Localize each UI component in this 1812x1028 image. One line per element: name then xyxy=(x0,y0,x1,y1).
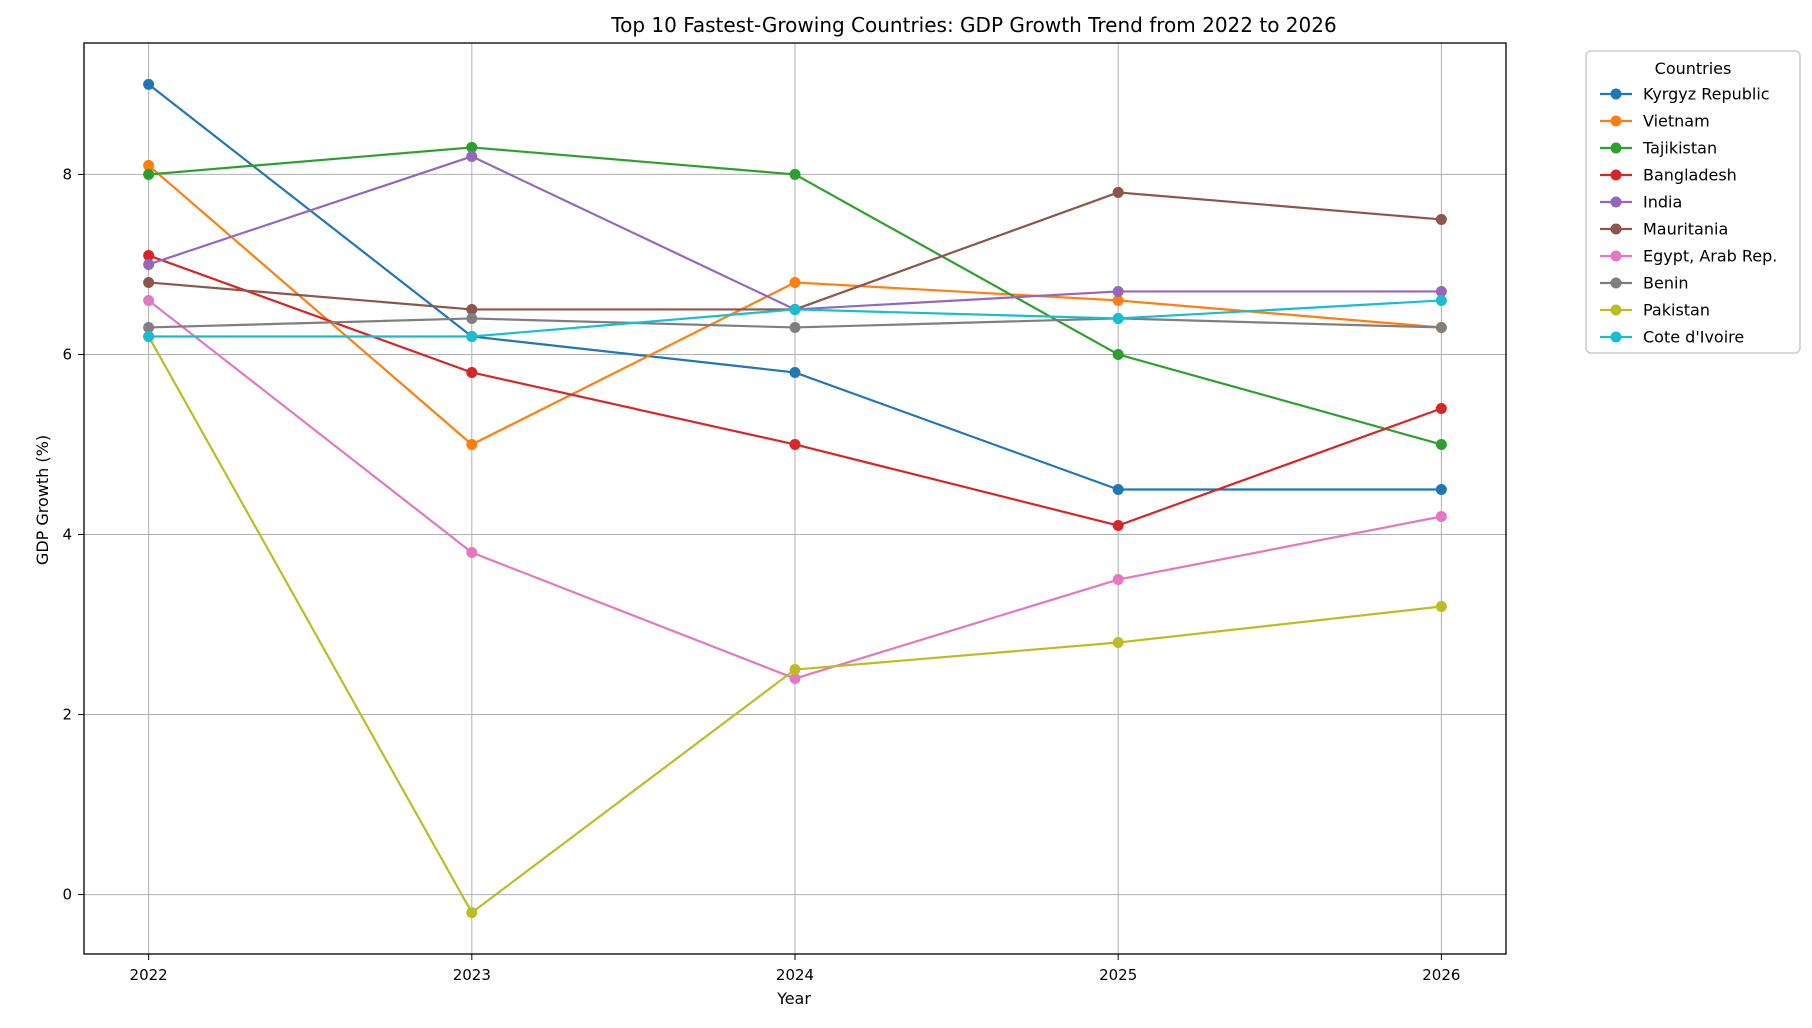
legend-frame xyxy=(1585,50,1801,354)
ticks-layer: 2022 2023 2024 2025 2026 0 2 4 6 8 xyxy=(62,165,1460,984)
data-point xyxy=(143,321,155,333)
data-point xyxy=(1435,213,1447,225)
y-tick-label: 6 xyxy=(62,345,72,363)
data-point xyxy=(143,258,155,270)
x-tick-label: 2024 xyxy=(776,966,814,984)
data-point xyxy=(143,330,155,342)
legend-label: Bangladesh xyxy=(1643,166,1737,185)
data-point xyxy=(466,330,478,342)
data-point xyxy=(789,664,801,676)
legend-label: Mauritania xyxy=(1643,220,1728,239)
x-tick-label: 2026 xyxy=(1422,966,1460,984)
y-tick-label: 8 xyxy=(62,165,72,183)
data-point xyxy=(466,438,478,450)
data-point xyxy=(789,366,801,378)
legend-label: Pakistan xyxy=(1643,301,1710,320)
legend: Countries Kyrgyz Republic Vietnam Tajikist… xyxy=(1585,50,1801,354)
legend-marker xyxy=(1610,88,1622,100)
legend-label: India xyxy=(1643,193,1682,212)
chart-title: Top 10 Fastest-Growing Countries: GDP Gr… xyxy=(610,13,1336,37)
series-layer xyxy=(143,78,1447,919)
data-point xyxy=(1112,186,1124,198)
legend-label: Cote d'Ivoire xyxy=(1643,328,1744,347)
data-point xyxy=(1435,402,1447,414)
data-point xyxy=(1435,285,1447,297)
data-point xyxy=(1112,637,1124,649)
data-point xyxy=(1435,294,1447,306)
data-point xyxy=(466,303,478,315)
data-point xyxy=(143,294,155,306)
legend-marker xyxy=(1610,304,1622,316)
data-point xyxy=(1112,520,1124,532)
data-point xyxy=(143,159,155,171)
data-point xyxy=(1112,574,1124,586)
legend-marker xyxy=(1610,115,1622,127)
data-point xyxy=(789,321,801,333)
legend-marker xyxy=(1610,196,1622,208)
legend-label: Tajikistan xyxy=(1642,139,1717,158)
legend-label: Egypt, Arab Rep. xyxy=(1643,247,1777,266)
data-point xyxy=(1435,438,1447,450)
data-point xyxy=(143,78,155,90)
data-point xyxy=(466,366,478,378)
data-point xyxy=(1112,348,1124,360)
y-axis-label: GDP Growth (%) xyxy=(33,435,52,565)
legend-label: Vietnam xyxy=(1643,112,1710,131)
data-point xyxy=(466,150,478,162)
legend-marker xyxy=(1610,250,1622,262)
x-tick-label: 2023 xyxy=(453,966,491,984)
data-point xyxy=(1435,321,1447,333)
legend-marker xyxy=(1610,223,1622,235)
data-point xyxy=(789,303,801,315)
x-tick-label: 2025 xyxy=(1099,966,1137,984)
data-point xyxy=(143,168,155,180)
legend-marker xyxy=(1610,331,1622,343)
data-point xyxy=(466,312,478,324)
legend-marker xyxy=(1610,169,1622,181)
grid-layer xyxy=(84,43,1506,954)
data-point xyxy=(1435,511,1447,523)
data-point xyxy=(1112,483,1124,495)
data-point xyxy=(1112,312,1124,324)
legend-label: Kyrgyz Republic xyxy=(1643,85,1770,104)
data-point xyxy=(1112,285,1124,297)
y-tick-label: 0 xyxy=(62,886,72,904)
y-tick-label: 4 xyxy=(62,526,72,544)
data-point xyxy=(466,141,478,153)
data-point xyxy=(789,168,801,180)
y-tick-label: 2 xyxy=(62,706,72,724)
legend-label: Benin xyxy=(1643,274,1689,293)
data-point xyxy=(143,249,155,261)
data-point xyxy=(789,673,801,685)
legend-marker xyxy=(1610,142,1622,154)
legend-items: Kyrgyz Republic Vietnam Tajikistan Banglade… xyxy=(1600,85,1777,347)
data-point xyxy=(143,276,155,288)
legend-title: Countries xyxy=(1655,59,1732,78)
data-point xyxy=(466,547,478,559)
data-point xyxy=(1112,294,1124,306)
data-point xyxy=(466,907,478,919)
data-point xyxy=(789,276,801,288)
data-point xyxy=(1435,601,1447,613)
data-point xyxy=(789,438,801,450)
legend-marker xyxy=(1610,277,1622,289)
data-point xyxy=(1435,483,1447,495)
x-tick-label: 2022 xyxy=(130,966,168,984)
x-axis-label: Year xyxy=(776,989,811,1008)
